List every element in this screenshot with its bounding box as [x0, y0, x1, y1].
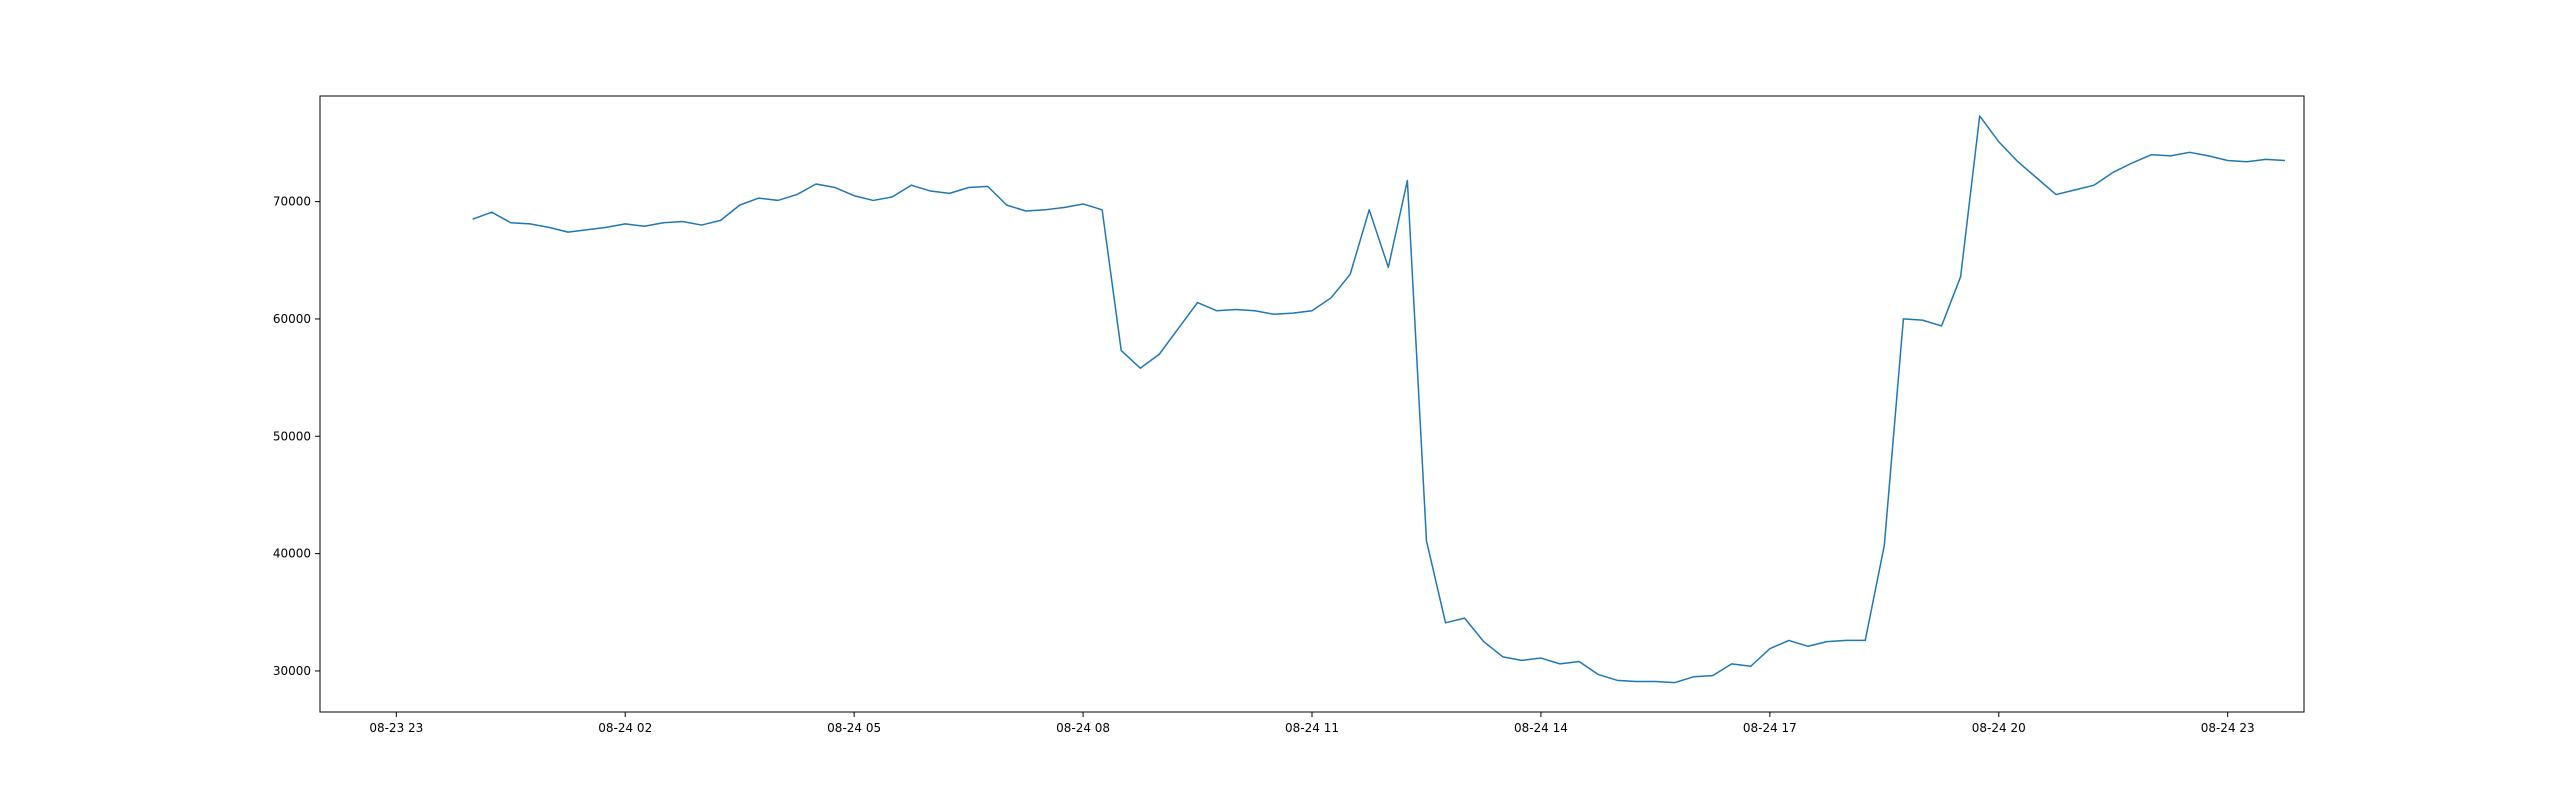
series-line-0 — [472, 115, 2285, 684]
y-tick-label: 50000 — [273, 429, 311, 443]
x-tick-label: 08-24 14 — [1514, 721, 1568, 735]
y-tick-label: 70000 — [273, 195, 311, 209]
plot-frame — [319, 95, 2305, 713]
y-tick-label: 60000 — [273, 312, 311, 326]
y-axis: 30000 40000 50000 60000 70000 — [273, 195, 320, 678]
series-layer — [472, 115, 2285, 684]
x-axis: 08-23 23 08-24 02 08-24 05 08-24 08 08-24 11… — [369, 712, 2255, 735]
y-tick-label: 30000 — [273, 664, 311, 678]
y-tick-label: 40000 — [273, 547, 311, 561]
x-tick-label: 08-24 11 — [1285, 721, 1339, 735]
x-tick-label: 08-24 08 — [1056, 721, 1110, 735]
x-tick-label: 08-24 05 — [827, 721, 881, 735]
x-tick-label: 08-24 23 — [2201, 721, 2255, 735]
x-tick-label: 08-24 20 — [1972, 721, 2026, 735]
x-tick-label: 08-23 23 — [369, 721, 423, 735]
x-tick-label: 08-24 17 — [1743, 721, 1797, 735]
x-tick-label: 08-24 02 — [598, 721, 652, 735]
